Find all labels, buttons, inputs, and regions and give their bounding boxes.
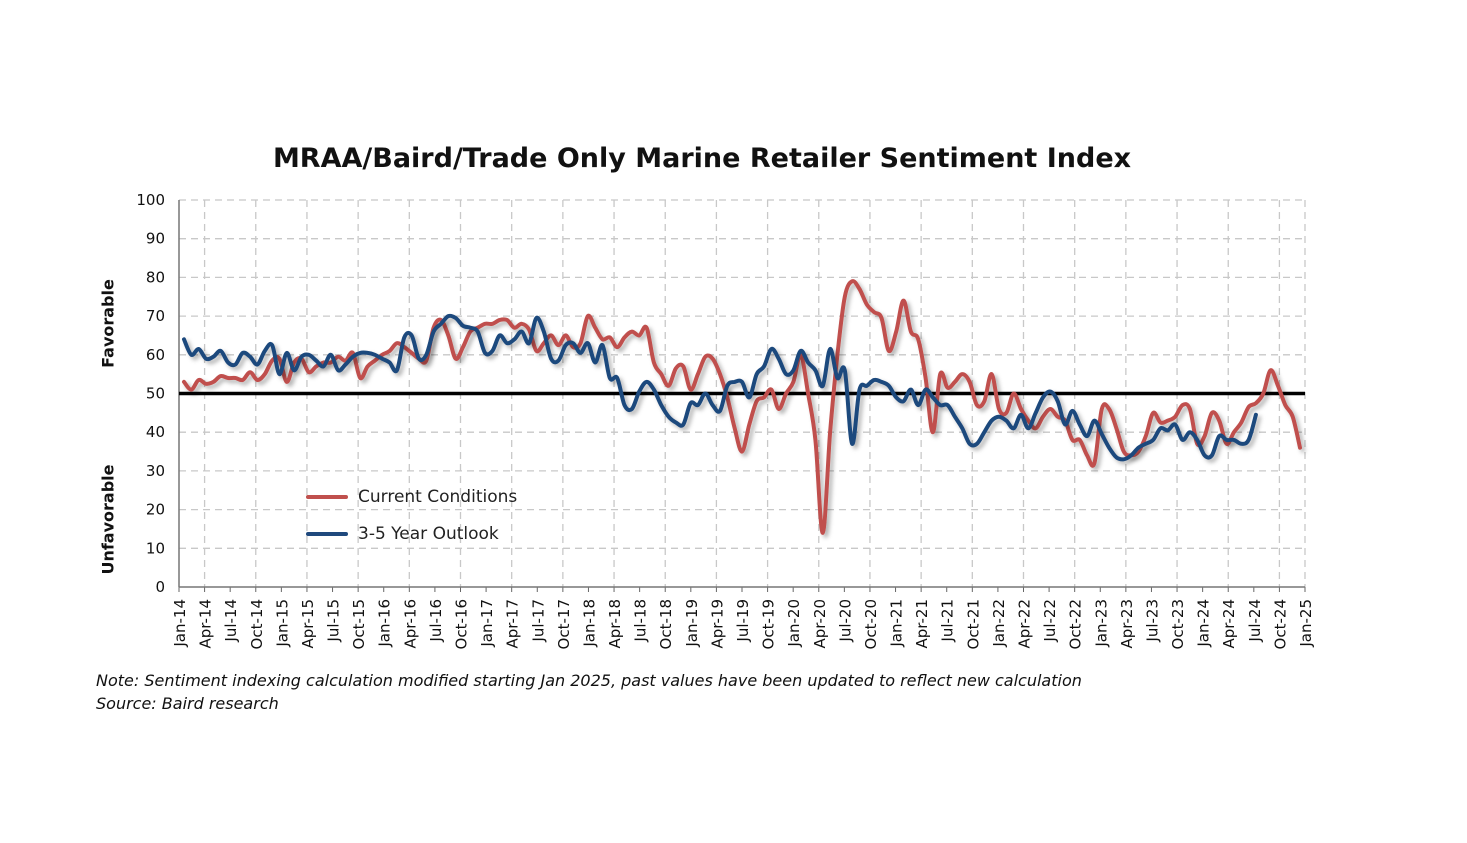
x-tick-label-Apr-24: Apr-24 [1220, 599, 1238, 649]
x-tick-label-Jan-25: Jan-25 [1297, 599, 1315, 648]
x-tick-label-Jul-16: Jul-16 [427, 599, 445, 643]
x-tick-label-Jan-24: Jan-24 [1195, 599, 1213, 648]
legend-swatch-3-5-year-outlook [306, 532, 348, 536]
x-tick-label-Jul-22: Jul-22 [1041, 599, 1059, 643]
legend-swatch-current-conditions [306, 495, 348, 499]
chart-title: MRAA/Baird/Trade Only Marine Retailer Se… [272, 143, 1132, 174]
series-line-3-5-year-outlook [182, 313, 1258, 462]
x-tick-label-Jan-23: Jan-23 [1092, 599, 1110, 648]
x-tick-label-Oct-20: Oct-20 [862, 599, 880, 649]
x-tick-label-Jan-21: Jan-21 [888, 599, 906, 648]
series-line-current-conditions [182, 279, 1302, 535]
footnote-source: Source: Baird research [96, 694, 279, 713]
x-tick-label-Apr-18: Apr-18 [606, 599, 624, 649]
x-tick-label-Jan-18: Jan-18 [580, 599, 598, 648]
x-tick-label-Jul-14: Jul-14 [222, 599, 240, 643]
y-tick-label-70: 70 [146, 307, 165, 325]
x-tick-label-Jan-14: Jan-14 [171, 599, 189, 648]
x-tick-label-Jul-23: Jul-23 [1143, 599, 1161, 643]
legend-label-3-5-year-outlook: 3-5 Year Outlook [358, 524, 499, 544]
x-tick-label-Jul-21: Jul-21 [939, 599, 957, 643]
x-tick-label-Jan-16: Jan-16 [376, 599, 394, 648]
x-tick-label-Apr-21: Apr-21 [913, 599, 931, 649]
y-tick-label-40: 40 [146, 423, 165, 441]
y-tick-label-50: 50 [146, 385, 165, 403]
x-tick-label-Oct-16: Oct-16 [453, 599, 471, 649]
x-tick-label-Jan-15: Jan-15 [273, 599, 291, 648]
y-tick-label-60: 60 [146, 346, 165, 364]
x-tick-label-Jul-24: Jul-24 [1246, 599, 1264, 643]
x-tick-label-Apr-23: Apr-23 [1118, 599, 1136, 649]
x-tick-label-Jul-19: Jul-19 [734, 599, 752, 643]
y-zone-label-favorable: Favorable [98, 279, 118, 368]
x-tick-label-Apr-20: Apr-20 [811, 599, 829, 649]
x-tick-label-Oct-23: Oct-23 [1169, 599, 1187, 649]
x-tick-label-Jul-15: Jul-15 [325, 599, 343, 643]
x-tick-label-Oct-14: Oct-14 [248, 599, 266, 649]
x-tick-label-Oct-22: Oct-22 [1067, 599, 1085, 649]
x-tick-label-Jan-19: Jan-19 [683, 599, 701, 648]
y-tick-label-20: 20 [146, 501, 165, 519]
x-tick-label-Jul-20: Jul-20 [836, 599, 854, 643]
x-tick-label-Apr-22: Apr-22 [1016, 599, 1034, 649]
x-tick-label-Jul-18: Jul-18 [632, 599, 650, 643]
x-tick-label-Jan-22: Jan-22 [990, 599, 1008, 648]
x-tick-labels: Jan-14 Apr-14 Jul-14 Oct-14 Jan-15 Apr-15 Jul-… [171, 599, 1315, 649]
x-tick-label-Oct-17: Oct-17 [555, 599, 573, 649]
series-lines [182, 279, 1302, 535]
legend-item-current-conditions: Current Conditions [306, 487, 517, 507]
x-tick-label-Jul-17: Jul-17 [529, 599, 547, 643]
x-tick-label-Oct-21: Oct-21 [964, 599, 982, 649]
y-tick-label-90: 90 [146, 230, 165, 248]
y-tick-labels: 0 10 20 30 40 50 60 70 80 90 100 [136, 191, 165, 596]
x-tick-label-Oct-24: Oct-24 [1271, 599, 1289, 649]
y-zone-label-unfavorable: Unfavorable [98, 464, 118, 575]
x-tick-label-Jan-20: Jan-20 [785, 599, 803, 648]
x-tick-label-Apr-15: Apr-15 [299, 599, 317, 649]
x-tick-label-Apr-17: Apr-17 [504, 599, 522, 649]
x-tick-label-Jan-17: Jan-17 [478, 599, 496, 648]
x-tick-label-Apr-19: Apr-19 [708, 599, 726, 649]
y-tick-label-0: 0 [155, 578, 165, 596]
legend-label-current-conditions: Current Conditions [358, 487, 518, 507]
x-tick-label-Oct-18: Oct-18 [657, 599, 675, 649]
y-tick-label-80: 80 [146, 268, 165, 286]
y-tick-label-100: 100 [136, 191, 165, 209]
x-tick-label-Oct-15: Oct-15 [350, 599, 368, 649]
footnote-note: Note: Sentiment indexing calculation mod… [96, 671, 1082, 690]
x-tick-label-Oct-19: Oct-19 [760, 599, 778, 649]
x-tick-label-Apr-14: Apr-14 [197, 599, 215, 649]
y-tick-label-30: 30 [146, 462, 165, 480]
y-tick-label-10: 10 [146, 539, 165, 557]
x-tick-label-Apr-16: Apr-16 [401, 599, 419, 649]
legend-item-3-5-year-outlook: 3-5 Year Outlook [306, 524, 499, 544]
